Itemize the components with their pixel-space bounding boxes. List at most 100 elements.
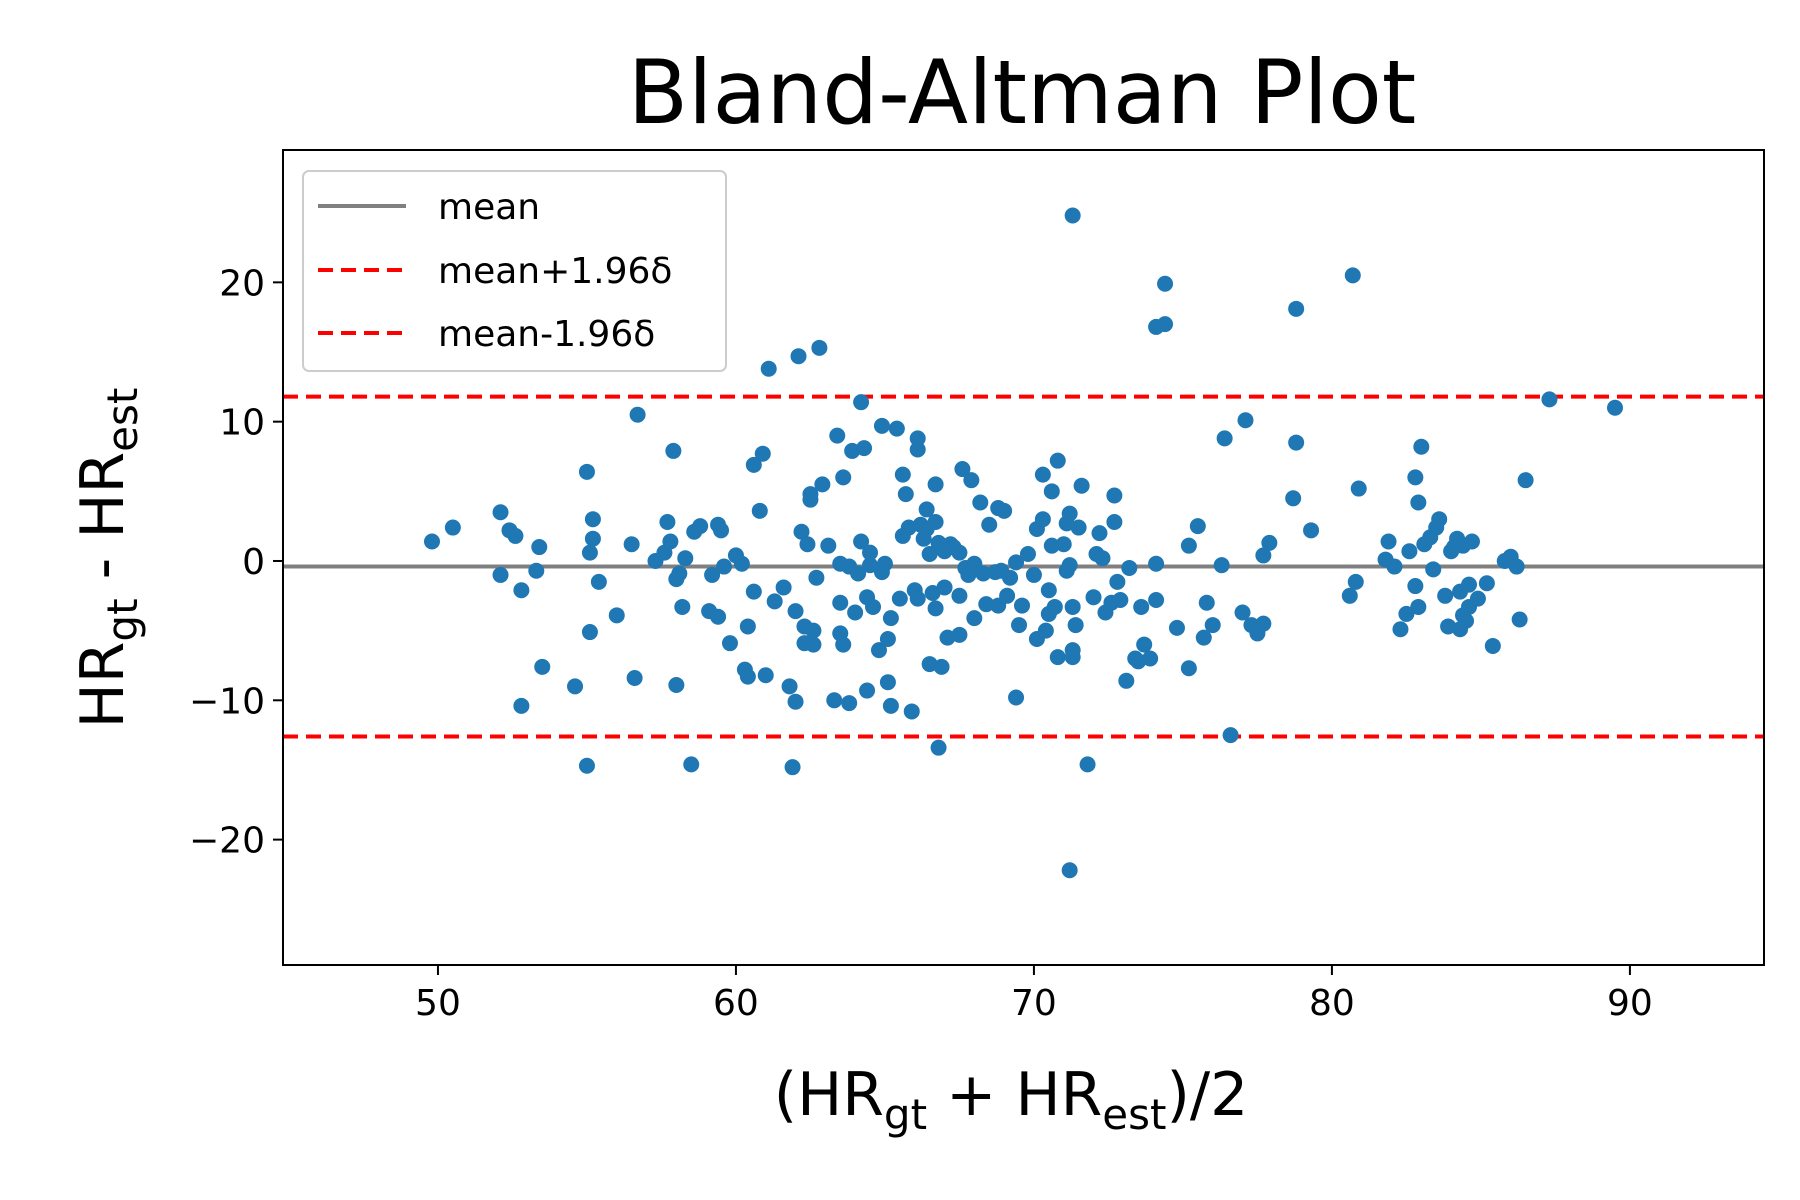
data-point [1180,660,1197,677]
data-point [1130,653,1147,670]
data-point [1118,672,1135,689]
data-point [787,603,804,620]
data-point [590,573,607,590]
data-point [909,590,926,607]
data-point [528,562,545,579]
data-point [1008,689,1025,706]
data-point [1025,566,1042,583]
x-tick-label: 90 [1607,983,1653,1024]
data-point [1011,617,1028,634]
data-point [665,442,682,459]
data-point [1386,558,1403,575]
data-point [921,656,938,673]
data-point [1067,617,1084,634]
data-point [951,587,968,604]
data-point [739,668,756,685]
data-point [921,546,938,563]
data-point [567,678,584,695]
data-point [507,527,524,544]
y-tick-label: 10 [219,403,265,444]
data-point [802,491,819,508]
data-point [918,501,935,518]
data-point [826,692,843,709]
data-point [835,469,852,486]
data-point [781,678,798,695]
data-point [1112,591,1129,608]
data-point [745,583,762,600]
data-point [981,516,998,533]
x-tick-label: 80 [1309,983,1355,1024]
data-point [608,607,625,624]
data-point [793,523,810,540]
data-point [1094,550,1111,567]
data-point [704,566,721,583]
data-point [1407,578,1424,595]
legend-label-upper-limit: mean+1.96δ [438,251,672,292]
data-point [1204,617,1221,634]
data-point [716,558,733,575]
data-point [1061,505,1078,522]
data-point [513,697,530,714]
data-point [733,555,750,572]
data-point [927,600,944,617]
data-point [1341,587,1358,604]
data-point [954,461,971,478]
data-point [909,441,926,458]
data-point [760,360,777,377]
data-point [1180,537,1197,554]
legend: mean mean+1.96δ mean-1.96δ [302,170,727,372]
data-point [578,463,595,480]
data-point [978,596,995,613]
x-axis-label-sub1: gt [884,1090,927,1139]
data-point [1043,537,1060,554]
data-point [1303,522,1320,539]
data-point [951,544,968,561]
data-point [1079,756,1096,773]
data-point [674,598,691,615]
data-point [1002,569,1019,586]
data-point [1511,611,1528,628]
data-point [1136,636,1153,653]
data-point [766,593,783,610]
data-point [900,519,917,536]
data-point [745,456,762,473]
data-point [1049,452,1066,469]
data-point [853,533,870,550]
data-point [534,658,551,675]
data-point [513,582,530,599]
data-point [1070,519,1087,536]
data-point [1413,438,1430,455]
data-point [859,682,876,699]
data-point [1008,554,1025,571]
data-point [879,631,896,647]
x-axis-label-pre: (HR [774,1060,884,1130]
data-point [775,579,792,596]
data-point [829,427,846,444]
data-point [835,636,852,653]
y-axis-label: HRgt - HRest [68,388,147,729]
data-point [1288,300,1305,317]
data-point [1014,597,1031,614]
data-point [584,511,601,528]
data-point [1285,490,1302,507]
data-point [1216,430,1233,447]
data-point [1064,598,1081,615]
data-point [1043,483,1060,500]
data-point [1469,590,1486,607]
data-point [492,566,509,583]
data-point [1148,591,1165,608]
data-point [1460,576,1477,593]
x-axis-label-mid: + HR [927,1060,1102,1130]
data-point [1091,525,1108,542]
data-point [927,476,944,493]
data-point [1157,275,1174,292]
data-point [847,604,864,621]
data-point [850,565,867,582]
data-point [710,608,727,625]
data-point [754,445,771,462]
data-point [1040,582,1057,599]
data-point [1380,533,1397,550]
data-point [1401,543,1418,560]
data-point [1034,466,1051,483]
